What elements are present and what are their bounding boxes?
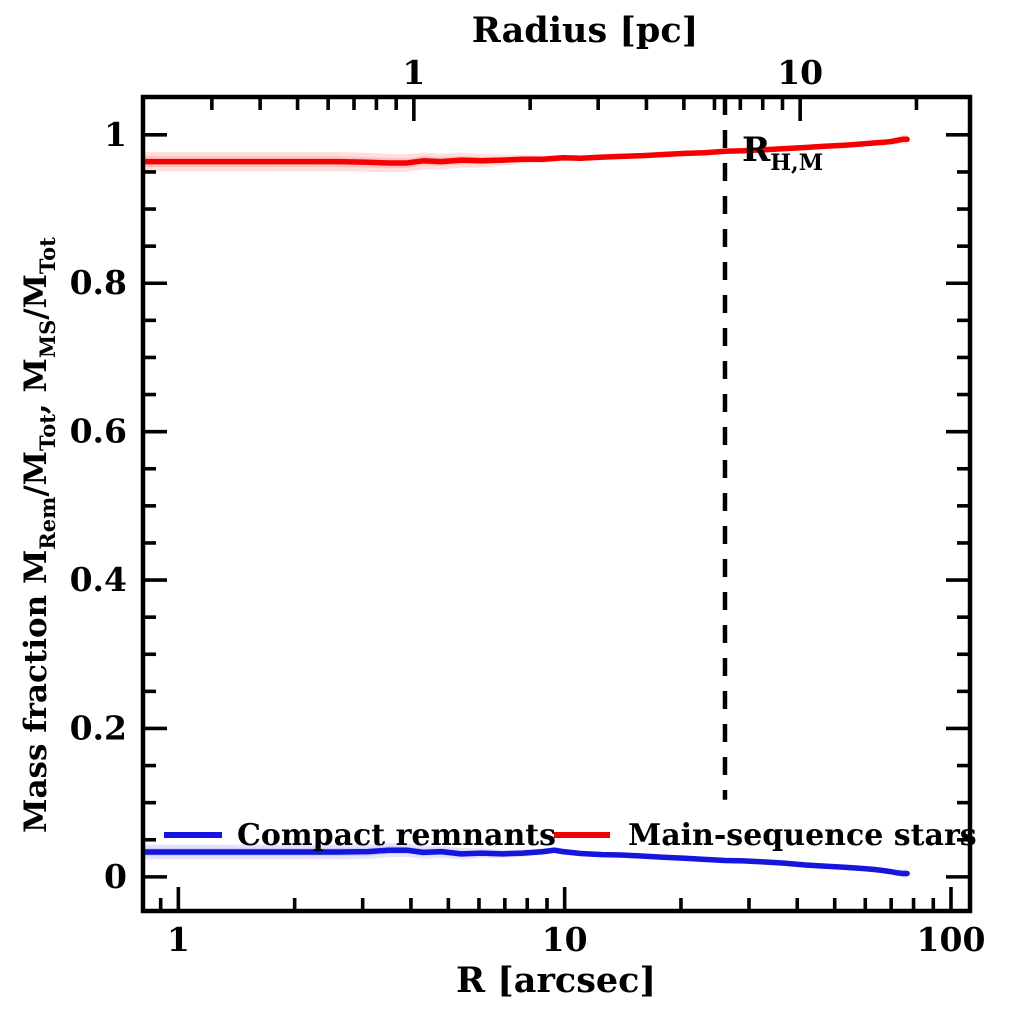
x-tick-label: 100 bbox=[917, 920, 986, 959]
y-tick-label: 0.6 bbox=[70, 412, 127, 451]
axis-ticks bbox=[143, 97, 970, 911]
y-tick-label: 1 bbox=[104, 115, 127, 154]
top-axis-title: Radius [pc] bbox=[472, 10, 699, 51]
y-axis-title: Mass fraction MRem/MTot, MMS/MTot bbox=[18, 237, 60, 833]
half-mass-radius-label: RH,M bbox=[742, 130, 823, 176]
x-tick-label: 10 bbox=[542, 920, 588, 959]
y-tick-label: 0.8 bbox=[70, 263, 127, 302]
y-tick-label: 0 bbox=[104, 857, 127, 896]
top-tick-label: 10 bbox=[777, 53, 823, 92]
y-tick-label: 0.4 bbox=[70, 560, 127, 599]
curve-compact-remnants bbox=[143, 847, 910, 877]
curve-main-sequence-stars bbox=[143, 136, 910, 166]
legend-label-main-sequence-stars: Main-sequence stars bbox=[628, 818, 977, 853]
plot-frame bbox=[140, 94, 973, 914]
top-tick-label: 1 bbox=[402, 53, 425, 92]
y-tick-label: 0.2 bbox=[70, 708, 127, 747]
data-layer bbox=[143, 97, 910, 878]
legend-label-compact-remnants: Compact remnants bbox=[237, 818, 556, 853]
x-axis-title: R [arcsec] bbox=[456, 960, 656, 1001]
legend-item-main-sequence-stars: Main-sequence stars bbox=[554, 818, 977, 853]
legend-item-compact-remnants: Compact remnants bbox=[164, 818, 556, 853]
x-tick-label: 1 bbox=[167, 920, 190, 959]
